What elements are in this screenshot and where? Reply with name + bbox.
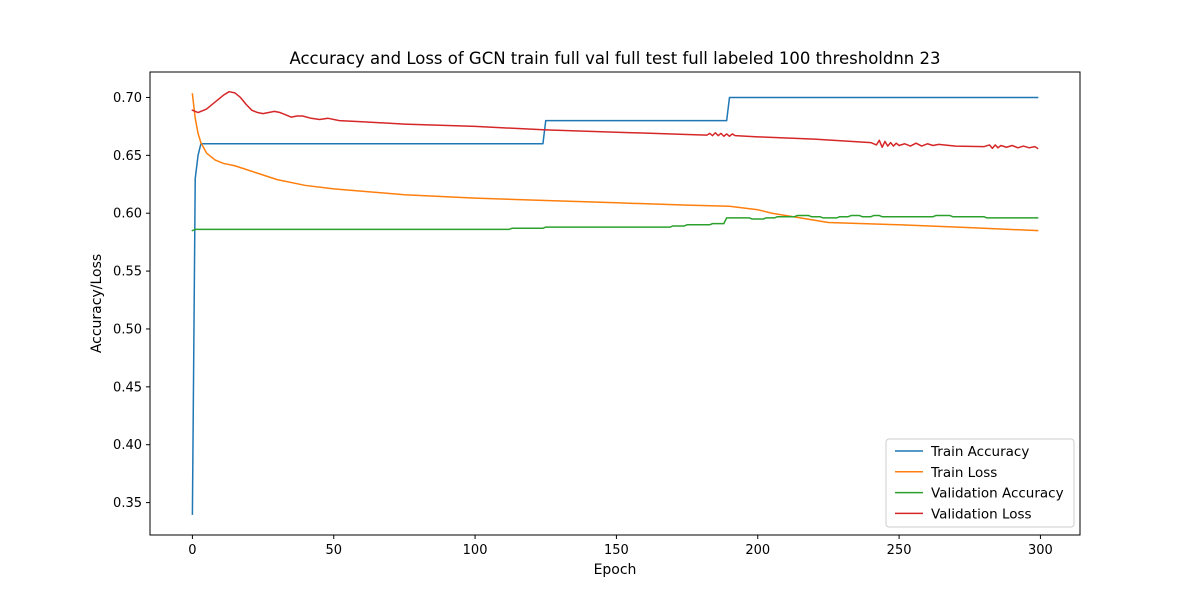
y-tick-label: 0.40 xyxy=(113,438,142,453)
chart-title: Accuracy and Loss of GCN train full val … xyxy=(289,49,940,68)
y-tick-label: 0.65 xyxy=(113,149,142,164)
legend-label-train-loss: Train Loss xyxy=(930,465,997,481)
x-axis-ticks: 0 50 100 150 200 250 300 xyxy=(188,535,1053,558)
legend-label-validation-accuracy: Validation Accuracy xyxy=(931,486,1064,502)
x-axis-label: Epoch xyxy=(594,562,637,578)
y-tick-label: 0.60 xyxy=(113,207,142,222)
x-tick-label: 300 xyxy=(1028,543,1053,558)
y-tick-label: 0.45 xyxy=(113,380,142,395)
y-tick-label: 0.50 xyxy=(113,322,142,337)
y-tick-label: 0.70 xyxy=(113,91,142,106)
y-tick-label: 0.35 xyxy=(113,496,142,511)
x-tick-label: 250 xyxy=(887,543,912,558)
legend-label-validation-loss: Validation Loss xyxy=(931,506,1032,522)
x-tick-label: 150 xyxy=(604,543,629,558)
y-axis-label: Accuracy/Loss xyxy=(89,254,105,353)
x-tick-label: 50 xyxy=(325,543,342,558)
x-tick-label: 0 xyxy=(188,543,196,558)
plot-frame xyxy=(149,71,1081,536)
y-tick-label: 0.55 xyxy=(113,265,142,280)
legend-box xyxy=(885,438,1075,528)
series-layer xyxy=(191,90,1039,515)
legend-label-train-accuracy: Train Accuracy xyxy=(930,444,1029,460)
chart-legend: Train Accuracy Train Loss Validation Accur… xyxy=(885,438,1075,528)
series-line-train-accuracy xyxy=(191,96,1039,515)
y-axis-ticks: 0.35 0.40 0.45 0.50 0.55 0.60 0.65 0.70 xyxy=(113,91,150,511)
series-line-validation-accuracy xyxy=(191,214,1039,232)
x-tick-label: 200 xyxy=(745,543,770,558)
series-line-validation-loss xyxy=(191,90,1039,150)
x-tick-label: 100 xyxy=(463,543,488,558)
